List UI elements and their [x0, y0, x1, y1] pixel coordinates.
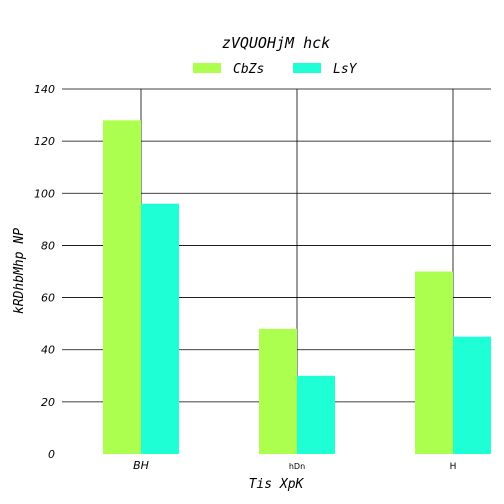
- y-tick-label: 120: [34, 135, 55, 148]
- bar-lsy-h: [453, 336, 491, 454]
- bar-lsy-hdn: [297, 375, 335, 454]
- bar-cbzs-bh: [103, 120, 141, 455]
- bar-cbzs-hdn: [259, 328, 297, 454]
- legend-label: CbZs: [233, 62, 264, 77]
- y-tick-label: 20: [41, 396, 55, 409]
- legend-swatch: [193, 63, 221, 73]
- x-axis-label: Tis XpK: [249, 477, 305, 492]
- legend-swatch: [293, 63, 321, 73]
- y-tick-label: 140: [34, 83, 55, 96]
- bars: [103, 120, 491, 455]
- x-axis-ticks: BH hDn H: [133, 459, 456, 472]
- y-tick-label: 60: [41, 292, 55, 305]
- bar-lsy-bh: [141, 203, 179, 454]
- legend: CbZs LsY: [193, 62, 358, 77]
- bar-cbzs-h: [415, 271, 453, 454]
- y-tick-label: 100: [34, 187, 55, 200]
- y-tick-label: 40: [41, 344, 55, 357]
- y-axis-ticks: 0 20 40 60 80 100 120 140: [34, 83, 55, 461]
- x-tick-label: H: [450, 462, 457, 472]
- y-axis-label: kRDhbMhp NP: [12, 228, 27, 314]
- x-tick-label: hDn: [289, 462, 305, 471]
- y-tick-label: 80: [41, 239, 55, 252]
- y-tick-label: 0: [48, 448, 55, 461]
- x-tick-label: BH: [133, 459, 149, 472]
- legend-label: LsY: [333, 62, 358, 77]
- chart-title: zVQUOHjM hck: [222, 34, 330, 52]
